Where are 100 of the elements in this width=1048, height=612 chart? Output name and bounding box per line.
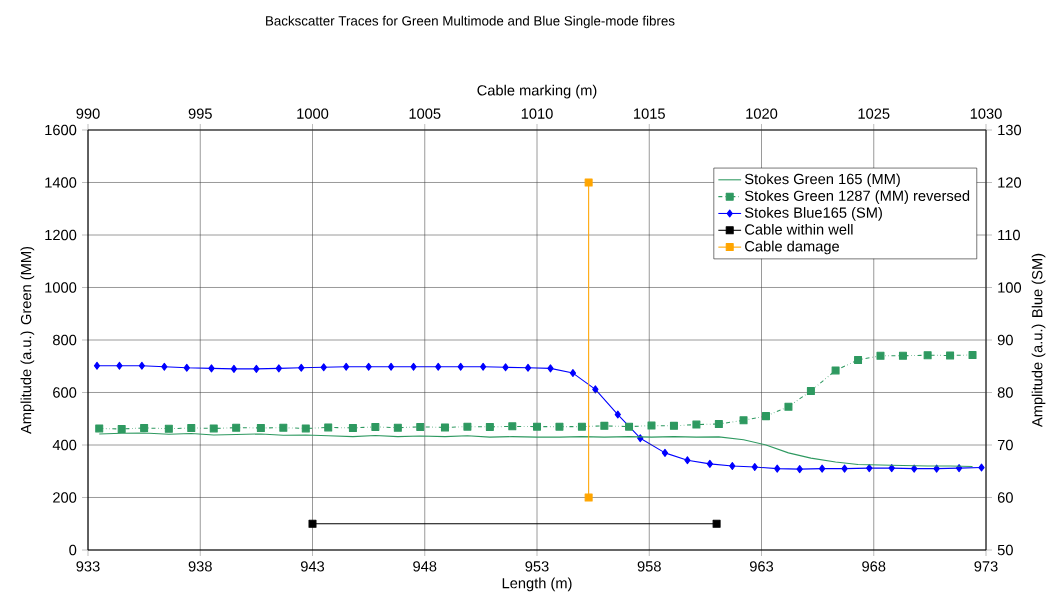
point xyxy=(275,364,282,373)
point xyxy=(739,416,748,425)
point xyxy=(729,462,736,471)
legend-label: Stokes Blue165 (SM) xyxy=(744,207,882,221)
y-axis-title: Amplitude (a.u.) Green (MM) xyxy=(20,246,35,434)
x-tick-label: 933 xyxy=(76,561,100,572)
y2-axis-title: Amplitude (a.u.) Blue (SM) xyxy=(1031,253,1046,428)
x-tick-label: 958 xyxy=(637,561,661,572)
chart-title: Backscatter Traces for Green Multimode and Blue Single-mode fibres xyxy=(266,15,675,29)
y2-tick-label: 80 xyxy=(997,387,1013,398)
point xyxy=(569,369,577,378)
x2-tick-label: 1015 xyxy=(634,108,665,119)
point xyxy=(93,361,101,370)
point xyxy=(547,364,554,373)
point xyxy=(256,423,265,432)
point xyxy=(485,422,494,431)
point xyxy=(387,362,395,371)
point xyxy=(298,363,305,372)
point xyxy=(232,423,241,432)
point xyxy=(138,361,146,370)
point xyxy=(440,423,449,432)
point xyxy=(230,364,238,373)
point xyxy=(371,422,380,431)
point xyxy=(435,362,442,371)
point xyxy=(209,424,218,433)
point xyxy=(712,519,721,528)
point xyxy=(946,351,955,360)
point xyxy=(343,362,350,371)
legend-label: Cable within well xyxy=(745,223,853,235)
y-tick-label: 600 xyxy=(53,387,77,398)
point xyxy=(647,421,656,430)
x-tick-label: 973 xyxy=(974,561,998,572)
y-tick-label: 1000 xyxy=(45,282,77,293)
x-tick-label: 943 xyxy=(300,561,325,572)
y-tick-label: 1200 xyxy=(45,229,77,241)
y-tick-label: 800 xyxy=(53,334,77,346)
y2-tick-label: 110 xyxy=(998,229,1020,241)
x2-tick-label: 1025 xyxy=(858,108,890,119)
y2-tick-label: 120 xyxy=(998,177,1022,188)
x2-tick-label: 1030 xyxy=(970,108,1002,119)
x2-tick-label: 990 xyxy=(76,108,100,119)
y-tick-label: 0 xyxy=(69,544,77,556)
legend-label: Cable damage xyxy=(745,240,840,255)
y-tick-label: 1600 xyxy=(45,124,77,136)
point xyxy=(533,422,542,431)
legend-label: Stokes Green 165 (MM) xyxy=(744,173,900,188)
point xyxy=(661,448,669,457)
point xyxy=(761,412,770,421)
point xyxy=(555,422,564,431)
y-tick-label: 400 xyxy=(52,439,77,451)
point xyxy=(774,464,781,473)
point xyxy=(161,362,168,371)
y2-tick-label: 50 xyxy=(997,544,1013,556)
point xyxy=(279,423,288,432)
x2-tick-label: 1000 xyxy=(297,108,329,119)
point xyxy=(502,363,509,372)
point xyxy=(831,366,840,375)
x2-tick-label: 1005 xyxy=(409,108,441,119)
point xyxy=(806,386,815,395)
point xyxy=(923,351,932,360)
point xyxy=(584,178,593,187)
point xyxy=(888,464,895,473)
point xyxy=(479,362,487,371)
x-tick-label: 948 xyxy=(413,561,437,572)
point xyxy=(876,351,885,360)
point xyxy=(320,363,327,372)
point xyxy=(669,421,678,430)
point xyxy=(625,422,634,431)
x-tick-label: 968 xyxy=(862,561,886,572)
point xyxy=(714,420,723,429)
point xyxy=(117,424,126,433)
point xyxy=(410,362,417,371)
point xyxy=(301,424,310,433)
point xyxy=(324,423,333,432)
point xyxy=(463,422,472,431)
x2-tick-label: 1010 xyxy=(521,108,553,119)
y-tick-label: 200 xyxy=(53,492,77,503)
point xyxy=(584,493,593,502)
point xyxy=(577,422,586,431)
point xyxy=(784,402,793,411)
point xyxy=(116,361,123,370)
point xyxy=(614,410,621,419)
point xyxy=(348,423,357,432)
point xyxy=(592,385,599,394)
x2-tick-label: 995 xyxy=(188,108,212,119)
point xyxy=(308,519,317,528)
point xyxy=(253,364,260,373)
y2-tick-label: 130 xyxy=(998,124,1022,136)
point xyxy=(416,422,425,431)
point xyxy=(600,421,609,430)
y2-tick-label: 70 xyxy=(997,439,1013,451)
point xyxy=(524,363,532,372)
point xyxy=(706,459,714,468)
point xyxy=(692,420,701,429)
point xyxy=(187,423,196,432)
point xyxy=(854,355,863,364)
x-tick-label: 938 xyxy=(188,561,212,572)
x-tick-label: 953 xyxy=(525,561,549,572)
point xyxy=(978,463,985,472)
y2-tick-label: 60 xyxy=(997,492,1013,503)
